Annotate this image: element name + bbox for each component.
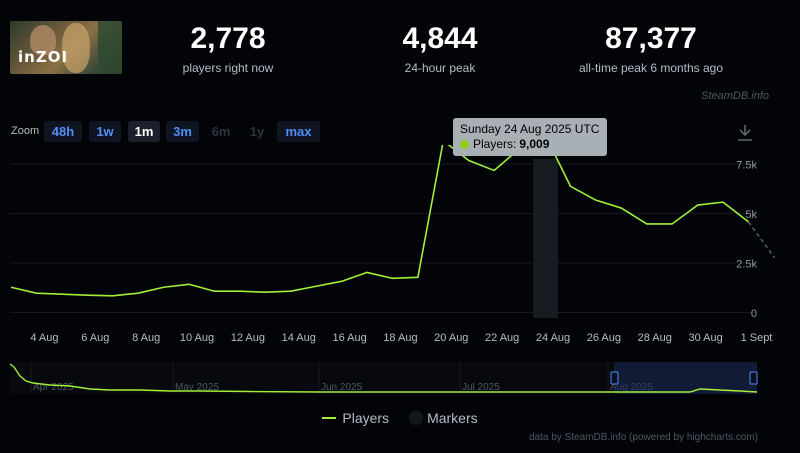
x-tick-label: 18 Aug: [383, 332, 417, 344]
stat-value: 4,844: [402, 22, 478, 55]
header-art-tree: [98, 21, 122, 74]
download-icon[interactable]: [737, 124, 753, 142]
x-tick-label: 30 Aug: [688, 332, 722, 344]
x-tick-label: 14 Aug: [282, 332, 316, 344]
header-art-figure: [62, 23, 90, 73]
x-tick-label: 1 Sept: [741, 332, 773, 344]
zoom-label: Zoom: [11, 125, 40, 137]
series-dot-icon: [460, 140, 469, 149]
line-swatch-icon: [322, 417, 337, 419]
x-tick-label: 16 Aug: [332, 332, 366, 344]
navigator-selected-range: [614, 362, 757, 394]
x-tick-label: 26 Aug: [587, 332, 621, 344]
chart-legend: Players Markers: [0, 410, 800, 426]
x-tick-label: 10 Aug: [180, 332, 214, 344]
hover-band: [533, 159, 559, 318]
stat-value: 87,377: [605, 22, 697, 55]
chart-tooltip: Sunday 24 Aug 2025 UTC Players: 9,009: [453, 118, 607, 156]
navigator-month-label: Apr 2025: [33, 382, 74, 393]
players-series-line: [10, 145, 749, 297]
navigator-right-handle[interactable]: [749, 371, 758, 385]
navigator-left-handle[interactable]: [610, 371, 619, 385]
zoom-3m-button[interactable]: 3m: [166, 121, 199, 142]
legend-label: Markers: [427, 410, 478, 426]
zoom-max-button[interactable]: max: [277, 121, 320, 142]
x-tick-label: 12 Aug: [231, 332, 265, 344]
x-tick-label: 24 Aug: [536, 332, 570, 344]
zoom-1m-button[interactable]: 1m: [128, 121, 160, 142]
zoom-48h-button[interactable]: 48h: [44, 121, 82, 142]
marker-swatch-icon: [409, 411, 424, 425]
x-tick-label: 20 Aug: [434, 332, 468, 344]
y-tick-label: 5k: [745, 209, 757, 221]
x-tick-label: 28 Aug: [638, 332, 672, 344]
data-credit: data by SteamDB.info (powered by highcha…: [529, 432, 758, 443]
stat-label: all-time peak 6 months ago: [578, 61, 724, 75]
steamdb-credit: SteamDB.info: [701, 90, 769, 102]
navigator-month-label: May 2025: [175, 382, 219, 393]
stat-label: 24-hour peak: [404, 61, 476, 75]
y-tick-label: 0: [751, 308, 757, 320]
navigator-month-label: Jul 2025: [462, 382, 500, 393]
y-tick-label: 7.5k: [736, 160, 757, 172]
zoom-6m-button: 6m: [211, 124, 231, 139]
x-tick-label: 4 Aug: [30, 332, 58, 344]
header-art-figure: [30, 25, 56, 55]
stat-label: players right now: [182, 61, 274, 75]
tooltip-series-label: Players:: [473, 137, 517, 151]
tooltip-row: Players: 9,009: [460, 137, 600, 152]
zoom-1w-button[interactable]: 1w: [89, 121, 121, 142]
y-tick-label: 2.5k: [736, 259, 757, 271]
stat-all-time-peak: 87,377 all-time peak 6 months ago: [561, 22, 741, 75]
legend-item-markers[interactable]: Markers: [409, 410, 478, 426]
navigator-series-line: [9, 363, 758, 393]
game-logo: inZOI: [18, 48, 69, 66]
game-header-image[interactable]: inZOI: [10, 21, 122, 74]
stat-value: 2,778: [190, 22, 266, 55]
x-tick-label: 6 Aug: [81, 332, 109, 344]
projected-line: [747, 221, 776, 258]
zoom-1y-button: 1y: [249, 124, 265, 139]
legend-item-players[interactable]: Players: [322, 410, 389, 426]
player-count-chart[interactable]: 0 2.5k 5k 7.5k 4 Aug 6 Aug 8 Aug 10 Aug 12 Aug 14…: [0, 145, 800, 410]
legend-label: Players: [342, 410, 390, 426]
tooltip-value: 9,009: [519, 137, 550, 151]
navigator-month-label: Jun 2025: [321, 382, 363, 393]
stat-current-players: 2,778 players right now: [138, 22, 318, 75]
stat-24h-peak: 4,844 24-hour peak: [350, 22, 530, 75]
x-tick-label: 22 Aug: [485, 332, 519, 344]
tooltip-date: Sunday 24 Aug 2025 UTC: [460, 122, 600, 136]
x-tick-label: 8 Aug: [132, 332, 160, 344]
